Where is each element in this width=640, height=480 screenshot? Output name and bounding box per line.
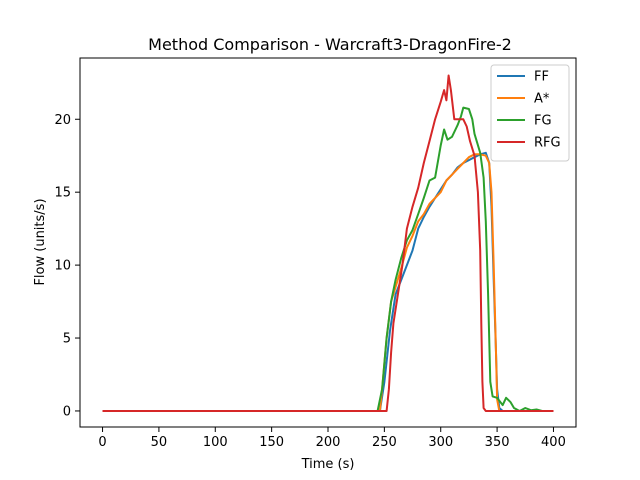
- series-line-A*: [102, 153, 554, 412]
- legend-box: [490, 64, 570, 162]
- y-axis: 0 5 10 15 20: [54, 113, 80, 419]
- x-tick-label: 0: [98, 435, 106, 450]
- x-tick-label: 400: [541, 435, 566, 450]
- x-tick-label: 250: [372, 435, 397, 450]
- y-tick-label: 5: [63, 332, 71, 347]
- legend-label-A*: A*: [534, 92, 550, 107]
- legend: FF A* FG RFG: [490, 64, 570, 162]
- x-axis-label: Time (s): [301, 457, 355, 472]
- y-tick-label: 10: [54, 259, 71, 274]
- series-layer: [102, 74, 554, 412]
- legend-label-FF: FF: [534, 70, 549, 85]
- y-tick-label: 15: [54, 186, 71, 201]
- x-tick-label: 100: [203, 435, 228, 450]
- y-tick-label: 0: [63, 404, 71, 419]
- x-tick-label: 300: [428, 435, 453, 450]
- x-tick-label: 350: [485, 435, 510, 450]
- series-line-RFG: [102, 74, 554, 412]
- x-tick-label: 200: [316, 435, 341, 450]
- legend-label-RFG: RFG: [534, 136, 561, 151]
- legend-label-FG: FG: [534, 114, 552, 129]
- x-tick-label: 50: [151, 435, 168, 450]
- chart-title: Method Comparison - Warcraft3-DragonFire…: [148, 35, 512, 54]
- y-axis-label: Flow (units/s): [33, 198, 48, 285]
- y-tick-label: 20: [54, 113, 71, 128]
- series-line-FF: [102, 151, 554, 412]
- x-tick-label: 150: [259, 435, 284, 450]
- x-axis: 0 50 100 150 200 250 300 350 400: [98, 427, 566, 450]
